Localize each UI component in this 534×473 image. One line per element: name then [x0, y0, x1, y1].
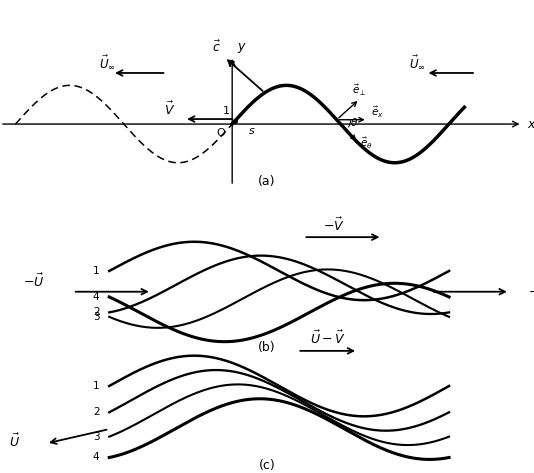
Text: y: y	[237, 40, 244, 53]
Text: 3: 3	[93, 432, 99, 442]
Text: $\vec{U}_\infty$: $\vec{U}_\infty$	[99, 54, 116, 71]
Text: 1: 1	[223, 106, 230, 116]
Text: 1: 1	[93, 266, 99, 276]
Text: $\vec{U}_\infty$: $\vec{U}_\infty$	[409, 54, 426, 71]
Text: 3: 3	[93, 312, 99, 322]
Text: $\vec{e}_x$: $\vec{e}_x$	[371, 105, 383, 121]
Text: x: x	[528, 118, 534, 131]
Text: $\vec{U}-\vec{V}$: $\vec{U}-\vec{V}$	[310, 330, 345, 348]
Text: $\vec{e}_\perp$: $\vec{e}_\perp$	[352, 83, 367, 98]
Text: s: s	[249, 126, 255, 136]
Text: 4: 4	[93, 292, 99, 302]
Text: (a): (a)	[258, 175, 276, 188]
Text: 4: 4	[93, 453, 99, 463]
Text: (b): (b)	[258, 341, 276, 353]
Text: $\theta$: $\theta$	[350, 116, 358, 128]
Text: O: O	[216, 128, 225, 138]
Text: (c): (c)	[258, 459, 276, 472]
Text: $\vec{V}$: $\vec{V}$	[164, 101, 175, 118]
Text: $\vec{c}$: $\vec{c}$	[212, 39, 221, 55]
Text: 2: 2	[93, 307, 99, 317]
Text: $\vec{U}$: $\vec{U}$	[9, 432, 20, 450]
Text: $\vec{e}_\theta$: $\vec{e}_\theta$	[360, 135, 373, 150]
Text: 1: 1	[93, 381, 99, 391]
Text: $-\vec{U}$: $-\vec{U}$	[23, 273, 45, 290]
Text: $-\vec{U}$: $-\vec{U}$	[528, 283, 534, 300]
Text: $-\vec{V}$: $-\vec{V}$	[323, 217, 344, 234]
Text: 2: 2	[93, 407, 99, 417]
